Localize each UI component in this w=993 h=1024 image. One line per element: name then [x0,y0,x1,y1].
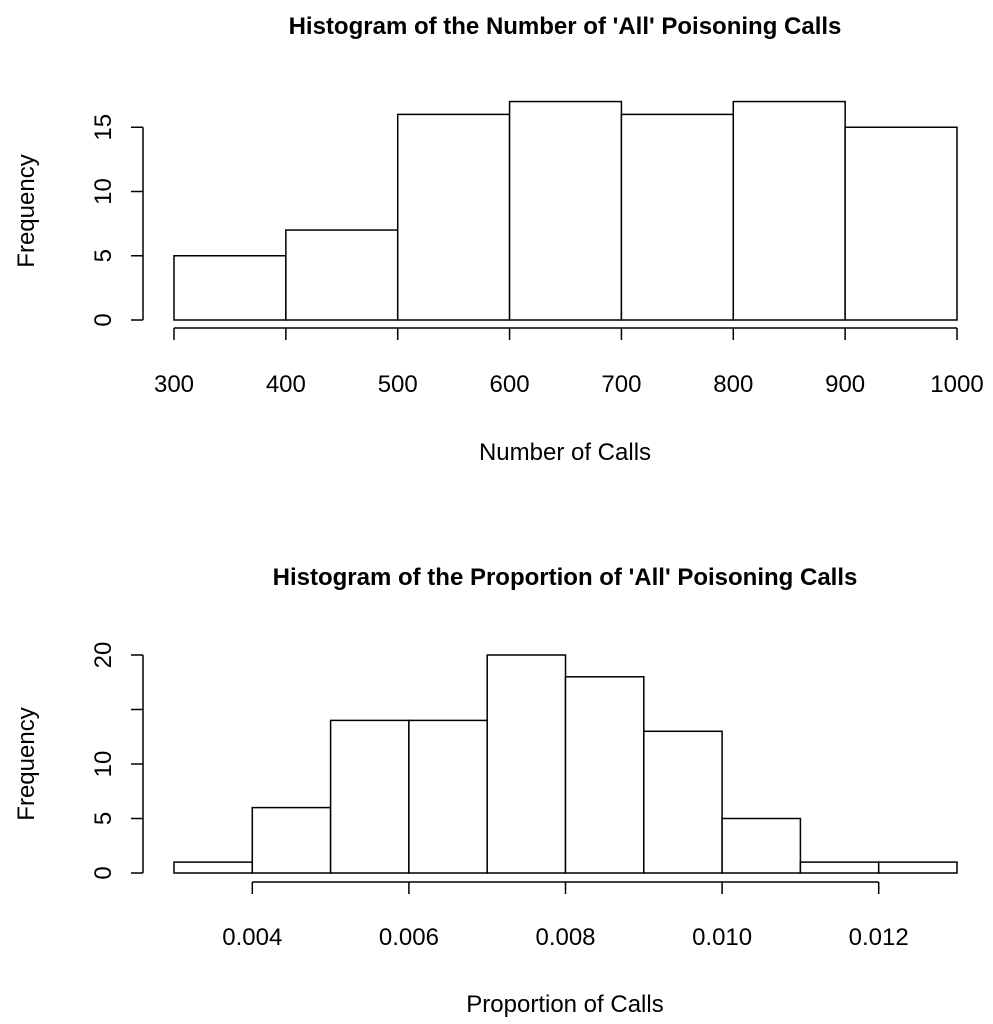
y-tick-label: 0 [90,313,117,326]
x-tick-label: 800 [713,371,753,398]
histogram-bar [799,861,880,874]
x-tick-label: 300 [154,371,194,398]
x-tick-label: 0.006 [379,924,439,951]
histogram-bar [285,229,399,321]
y-axis-title: Frequency [13,154,40,267]
histogram-bar [486,654,567,874]
histogram-bar [564,676,645,874]
x-tick-label: 0.004 [222,924,282,951]
histogram-bar [396,113,511,321]
chart-title: Histogram of the Proportion of 'All' Poi… [273,564,858,591]
x-tick-label: 900 [825,371,865,398]
y-tick-label: 15 [90,114,117,141]
x-axis-title: Proportion of Calls [466,991,663,1018]
histogram-bar [508,100,623,321]
x-tick-label: 1000 [930,371,983,398]
panel-number-of-calls: Histogram of the Number of 'All' Poisoni… [13,13,984,466]
y-tick-label: 5 [90,249,117,262]
histogram-bar [844,126,958,321]
histogram-bar [721,817,802,874]
histogram-bar [620,113,735,321]
x-tick-label: 0.008 [535,924,595,951]
histogram-bar [877,861,958,874]
y-tick-label: 20 [90,642,117,669]
x-tick-label: 700 [601,371,641,398]
chart-title: Histogram of the Number of 'All' Poisoni… [289,13,842,40]
x-tick-label: 0.010 [692,924,752,951]
histogram-bar [251,806,332,874]
y-tick-label: 10 [90,751,117,778]
x-tick-label: 0.012 [849,924,909,951]
y-axis-title: Frequency [13,707,40,820]
histogram-bar [643,730,723,874]
x-tick-label: 500 [378,371,418,398]
x-tick-label: 400 [266,371,306,398]
histogram-bar [408,719,488,874]
histogram-bar [173,861,254,874]
y-tick-label: 5 [90,812,117,825]
y-tick-label: 10 [90,178,117,205]
histogram-bar [173,255,287,321]
y-tick-label: 0 [90,866,117,879]
x-tick-label: 600 [490,371,530,398]
x-axis-title: Number of Calls [479,439,651,466]
panel-proportion-of-calls: Histogram of the Proportion of 'All' Poi… [13,564,958,1018]
histogram-bar [732,100,846,321]
histogram-bar [329,719,410,874]
